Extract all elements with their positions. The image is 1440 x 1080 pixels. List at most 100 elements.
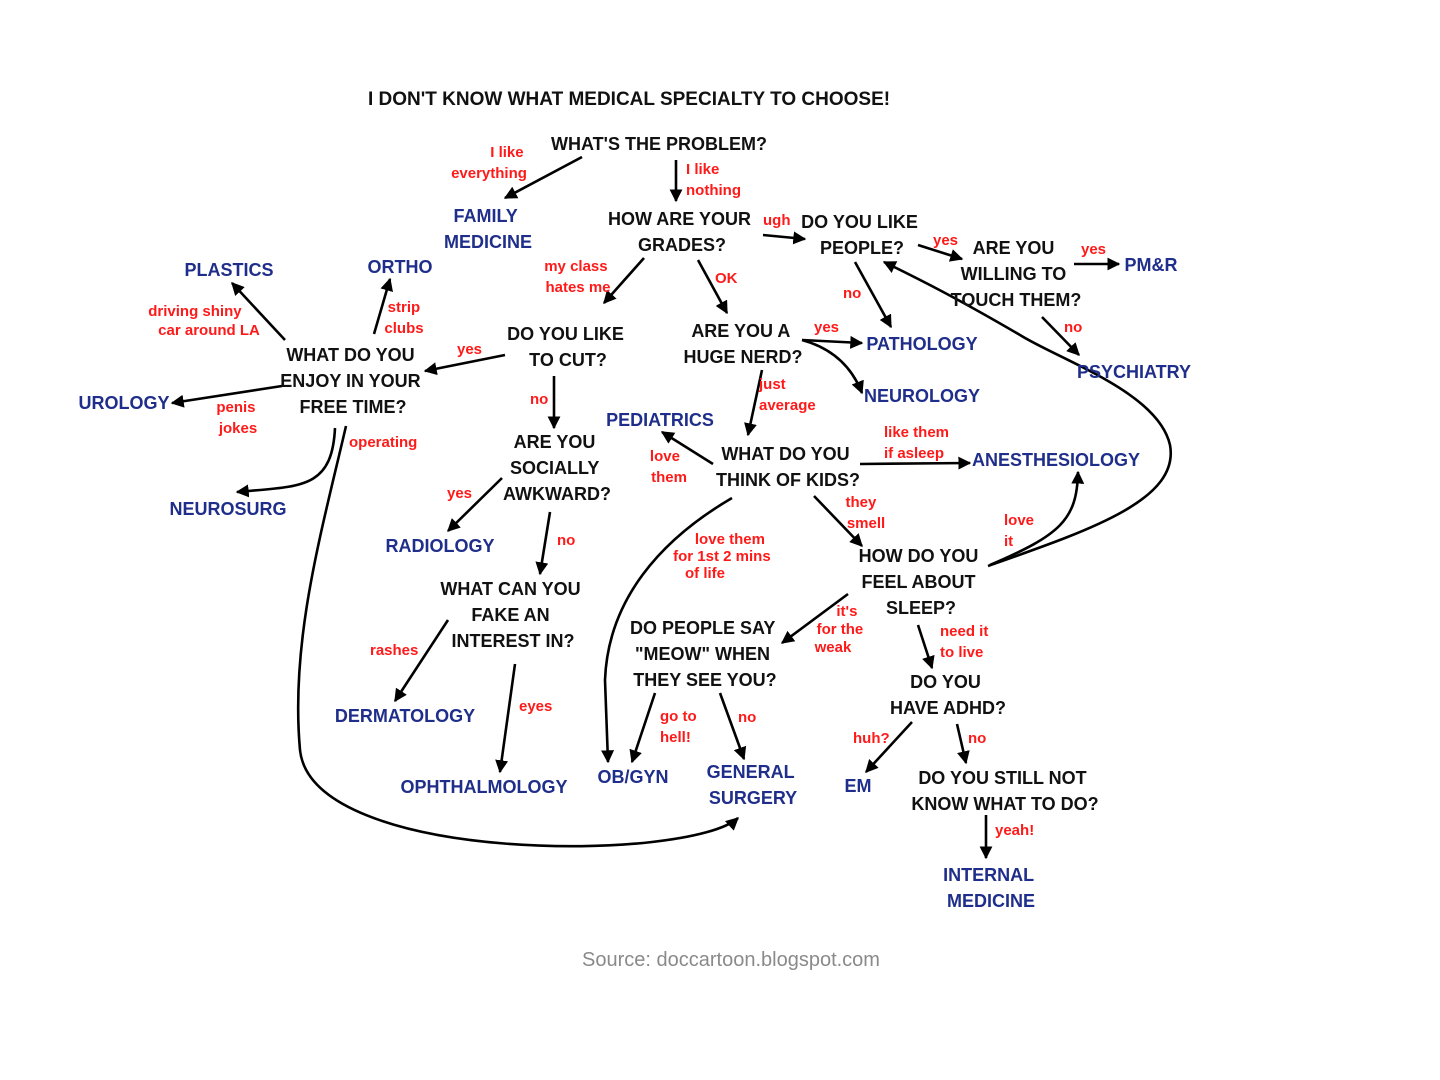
label-like-everything: I like everything xyxy=(451,144,528,182)
question-fake: WHAT CAN YOU FAKE AN INTEREST IN? xyxy=(440,579,585,651)
edge-labels: I like everything I like nothing ugh yes… xyxy=(148,144,1106,839)
label-rashes: rashes xyxy=(370,642,418,659)
label-go-hell: go to hell! xyxy=(660,708,701,746)
label-shiny-car: driving shiny car around LA xyxy=(148,303,260,339)
edge-free-general-surgery xyxy=(296,425,739,848)
question-adhd: DO YOU HAVE ADHD? xyxy=(890,672,1006,718)
edges xyxy=(170,155,1173,860)
edge-sleep-meow xyxy=(780,592,849,645)
question-meow: DO PEOPLE SAY "MEOW" WHEN THEY SEE YOU? xyxy=(630,618,780,690)
edge-fake-dermatology xyxy=(393,619,450,703)
edge-fake-ophthalmology xyxy=(495,663,517,774)
edge-meow-obgyn xyxy=(629,692,657,764)
label-cut-no: no xyxy=(530,391,548,408)
diagram-title: I DON'T KNOW WHAT MEDICAL SPECIALTY TO C… xyxy=(368,89,890,110)
specialty-nodes: FAMILY MEDICINE PM&R PLASTICS ORTHO PATH… xyxy=(78,206,1191,911)
edge-nerd-pathology xyxy=(801,335,864,349)
label-adhd-no: no xyxy=(968,730,986,747)
edge-awkward-fake xyxy=(535,511,552,576)
label-ok: OK xyxy=(715,270,738,287)
specialty-ortho: ORTHO xyxy=(368,257,433,277)
specialty-general-surgery: GENERAL SURGERY xyxy=(707,762,800,808)
question-nerd: ARE YOU A HUGE NERD? xyxy=(683,321,802,367)
edge-adhd-still xyxy=(955,723,970,765)
question-free-time: WHAT DO YOU ENJOY IN YOUR FREE TIME? xyxy=(280,345,425,417)
label-like-asleep: like them if asleep xyxy=(884,424,953,462)
edge-grades-cut xyxy=(603,257,645,304)
label-need-live: need it to live xyxy=(940,623,993,661)
question-cut: DO YOU LIKE TO CUT? xyxy=(507,324,629,370)
label-love-it: love it xyxy=(1004,512,1038,550)
edge-sleep-people xyxy=(882,260,1173,568)
question-still: DO YOU STILL NOT KNOW WHAT TO DO? xyxy=(911,768,1098,814)
label-touch-yes: yes xyxy=(1081,241,1106,258)
edge-problem-family xyxy=(503,155,583,200)
edge-free-neurosurg xyxy=(235,427,337,498)
question-sleep: HOW DO YOU FEEL ABOUT SLEEP? xyxy=(859,546,984,618)
label-yeah: yeah! xyxy=(995,822,1034,839)
label-eyes: eyes xyxy=(519,698,552,715)
question-touch: ARE YOU WILLING TO TOUCH THEM? xyxy=(951,238,1082,310)
specialty-family-medicine: FAMILY MEDICINE xyxy=(444,206,532,252)
question-nodes: WHAT'S THE PROBLEM? HOW ARE YOUR GRADES?… xyxy=(280,134,1098,814)
label-class-hates: my class hates me xyxy=(544,258,612,296)
specialty-radiology: RADIOLOGY xyxy=(385,536,494,556)
specialty-pmr: PM&R xyxy=(1125,255,1178,275)
edge-awkward-radiology xyxy=(447,477,503,532)
specialty-anesthesiology: ANESTHESIOLOGY xyxy=(972,450,1140,470)
edge-grades-people xyxy=(762,231,807,245)
edge-kids-obgyn xyxy=(601,496,733,764)
edge-grades-nerd xyxy=(696,259,729,315)
source-credit: Source: doccartoon.blogspot.com xyxy=(582,949,880,971)
label-people-no: no xyxy=(843,285,861,302)
specialty-em: EM xyxy=(845,776,872,796)
question-problem: WHAT'S THE PROBLEM? xyxy=(551,134,767,154)
label-strip-clubs: strip clubs xyxy=(384,299,424,337)
label-they-smell: they smell xyxy=(845,494,885,532)
edge-cut-free xyxy=(423,353,506,376)
label-just-average: just average xyxy=(758,376,816,414)
edge-people-pathology xyxy=(853,261,893,329)
specialty-plastics: PLASTICS xyxy=(184,260,273,280)
label-love-them: love them xyxy=(650,448,687,486)
label-touch-no: no xyxy=(1064,319,1082,336)
specialty-urology: UROLOGY xyxy=(78,393,169,413)
label-penis-jokes: penis jokes xyxy=(216,399,259,437)
label-like-nothing: I like nothing xyxy=(686,161,741,199)
edge-nerd-kids xyxy=(744,369,764,437)
specialty-neurosurg: NEUROSURG xyxy=(169,499,286,519)
label-awkward-yes: yes xyxy=(447,485,472,502)
edge-free-plastics xyxy=(231,282,286,341)
label-awkward-no: no xyxy=(557,532,575,549)
specialty-internal-medicine: INTERNAL MEDICINE xyxy=(943,865,1039,911)
specialty-pediatrics: PEDIATRICS xyxy=(606,410,714,430)
edge-kids-pediatrics xyxy=(660,430,714,466)
edge-people-touch xyxy=(917,243,964,262)
edge-free-urology xyxy=(170,384,283,408)
specialty-neurology: NEUROLOGY xyxy=(864,386,980,406)
specialty-pathology: PATHOLOGY xyxy=(866,334,977,354)
edge-touch-psychiatry xyxy=(1041,316,1080,356)
question-people: DO YOU LIKE PEOPLE? xyxy=(801,212,923,258)
label-love-first-mins: love them for 1st 2 mins of life xyxy=(673,531,775,582)
edge-adhd-em xyxy=(865,721,913,773)
label-meow-no: no xyxy=(738,709,756,726)
label-people-yes: yes xyxy=(933,232,958,249)
specialty-obgyn: OB/GYN xyxy=(597,767,668,787)
question-kids: WHAT DO YOU THINK OF KIDS? xyxy=(716,444,860,490)
question-grades: HOW ARE YOUR GRADES? xyxy=(608,209,756,255)
specialty-ophthalmology: OPHTHALMOLOGY xyxy=(401,777,568,797)
question-awkward: ARE YOU SOCIALLY AWKWARD? xyxy=(503,432,611,504)
label-for-weak: it's for the weak xyxy=(814,603,868,656)
edge-sleep-anesthesiology xyxy=(989,470,1085,567)
specialty-psychiatry: PSYCHIATRY xyxy=(1077,362,1191,382)
edge-free-ortho xyxy=(372,277,393,335)
label-ugh: ugh xyxy=(763,212,791,229)
label-operating: operating xyxy=(349,434,417,451)
label-nerd-yes: yes xyxy=(814,319,839,336)
edge-kids-sleep xyxy=(813,495,863,547)
edge-sleep-adhd xyxy=(916,624,935,670)
edge-nerd-neurology xyxy=(801,338,864,395)
edge-meow-general-surgery xyxy=(718,692,747,761)
